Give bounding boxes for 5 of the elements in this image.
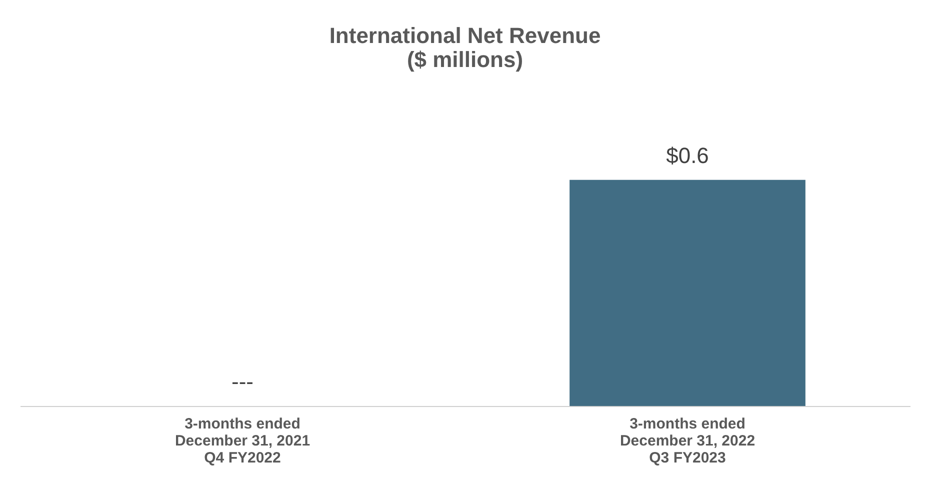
chart-title: International Net Revenue ($ millions) — [329, 23, 601, 72]
x-tick-label: 3-months ended December 31, 2022 Q3 FY2023 — [620, 416, 756, 466]
data-label: --- — [232, 369, 254, 394]
x-tick-label: 3-months ended December 31, 2021 Q4 FY2022 — [174, 416, 310, 466]
data-label: $0.6 — [666, 142, 709, 168]
